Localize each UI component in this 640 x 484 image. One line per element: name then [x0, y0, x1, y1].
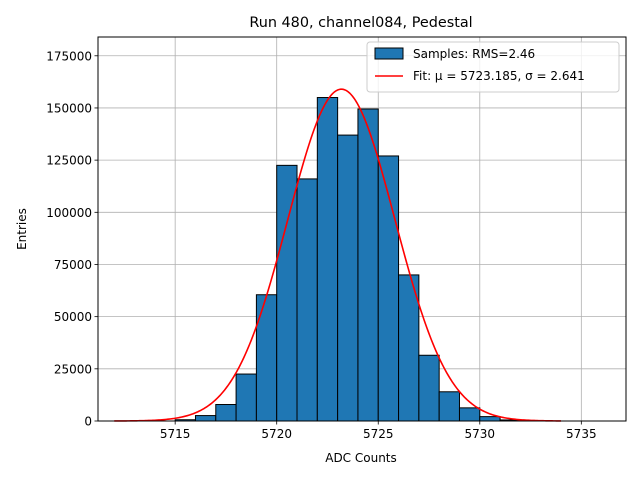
legend-histogram-label: Samples: RMS=2.46	[413, 47, 535, 61]
histogram-bar	[194, 415, 217, 422]
histogram-bar	[337, 134, 359, 422]
chart-title: Run 480, channel084, Pedestal	[249, 15, 472, 31]
x-axis: 5715 5720 5725 5730 5735	[160, 421, 597, 441]
legend-box	[366, 41, 620, 93]
x-axis-label: ADC Counts	[325, 451, 397, 465]
y-tick-label: 25000	[54, 362, 92, 376]
x-tick-label: 5735	[566, 427, 597, 441]
y-tick-label: 0	[84, 415, 92, 429]
y-axis-label: Entries	[15, 208, 29, 250]
y-tick-label: 150000	[46, 101, 92, 115]
x-tick-label: 5730	[465, 427, 496, 441]
histogram-bar	[235, 373, 257, 422]
histogram-bars	[174, 97, 521, 422]
histogram-bar	[316, 97, 339, 422]
histogram-bar	[276, 164, 298, 422]
y-axis: 0 25000 50000 75000 100000 125000 150000 175000	[46, 49, 98, 429]
histogram-bar	[296, 178, 318, 422]
histogram-bar	[418, 354, 440, 422]
legend-histogram-swatch	[374, 47, 404, 60]
gaussian-fit-curve	[114, 88, 562, 422]
legend: Samples: RMS=2.46 Fit: μ = 5723.185, σ =…	[366, 41, 620, 93]
y-tick-label: 50000	[54, 310, 92, 324]
fit-curve-layer	[114, 88, 562, 422]
legend-fit-label: Fit: μ = 5723.185, σ = 2.641	[413, 69, 585, 83]
histogram-bar	[255, 294, 278, 422]
histogram-bar	[438, 391, 460, 422]
y-tick-label: 100000	[46, 206, 92, 220]
histogram-bar	[215, 404, 237, 422]
y-tick-label: 175000	[46, 49, 92, 63]
x-tick-label: 5715	[160, 427, 191, 441]
x-tick-label: 5725	[363, 427, 394, 441]
plot-frame	[97, 36, 627, 422]
y-tick-label: 75000	[54, 258, 92, 272]
histogram-bar	[479, 416, 501, 422]
histogram-bar	[458, 407, 481, 422]
y-tick-label: 125000	[46, 154, 92, 168]
x-tick-label: 5720	[261, 427, 292, 441]
histogram-bar	[357, 108, 379, 422]
